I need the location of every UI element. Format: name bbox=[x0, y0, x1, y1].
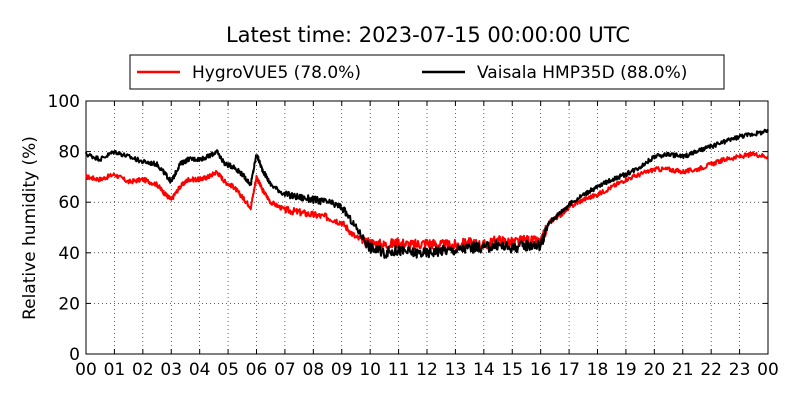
y-tick-label: 100 bbox=[48, 92, 80, 112]
x-tick-label: 01 bbox=[104, 360, 126, 380]
x-tick-label: 03 bbox=[160, 360, 182, 380]
x-tick-label: 16 bbox=[530, 360, 552, 380]
y-tick-label: 80 bbox=[58, 143, 80, 163]
y-axis-label: Relative humidity (%) bbox=[20, 136, 40, 320]
y-tick-label: 0 bbox=[69, 345, 80, 365]
legend-entry-hygrovue5: HygroVUE5 (78.0%) bbox=[192, 63, 361, 83]
x-tick-label: 05 bbox=[217, 360, 239, 380]
x-tick-label: 21 bbox=[672, 360, 694, 380]
x-tick-label: 15 bbox=[501, 360, 523, 380]
x-tick-label: 13 bbox=[445, 360, 467, 380]
x-tick-label: 02 bbox=[132, 360, 154, 380]
y-tick-label: 20 bbox=[58, 294, 80, 314]
x-tick-label: 09 bbox=[331, 360, 353, 380]
x-tick-label: 00 bbox=[757, 360, 779, 380]
x-tick-label: 10 bbox=[359, 360, 381, 380]
x-tick-label: 19 bbox=[615, 360, 637, 380]
x-tick-label: 20 bbox=[644, 360, 666, 380]
series-line-hygrovue5 bbox=[85, 151, 769, 251]
x-tick-label: 12 bbox=[416, 360, 438, 380]
x-tick-label: 07 bbox=[274, 360, 296, 380]
chart-title: Latest time: 2023-07-15 00:00:00 UTC bbox=[226, 23, 630, 47]
x-tick-label: 17 bbox=[558, 360, 580, 380]
x-tick-label: 22 bbox=[700, 360, 722, 380]
legend-entry-vaisala: Vaisala HMP35D (88.0%) bbox=[477, 63, 687, 83]
x-tick-label: 04 bbox=[189, 360, 211, 380]
series-line-vaisala bbox=[85, 128, 769, 259]
x-tick-label: 18 bbox=[587, 360, 609, 380]
y-tick-label: 60 bbox=[58, 193, 80, 213]
x-tick-label: 14 bbox=[473, 360, 495, 380]
x-tick-label: 23 bbox=[729, 360, 751, 380]
x-tick-label: 06 bbox=[246, 360, 268, 380]
x-tick-label: 00 bbox=[75, 360, 97, 380]
axis-ticks: 00 01 02 03 04 05 06 07 08 09 10 11 12 13 14 15 16 17 18 19… bbox=[48, 92, 779, 380]
series-layer bbox=[85, 128, 769, 259]
x-tick-label: 11 bbox=[388, 360, 410, 380]
y-tick-label: 40 bbox=[58, 244, 80, 264]
legend: HygroVUE5 (78.0%) Vaisala HMP35D (88.0%) bbox=[129, 54, 725, 90]
x-tick-label: 08 bbox=[303, 360, 325, 380]
